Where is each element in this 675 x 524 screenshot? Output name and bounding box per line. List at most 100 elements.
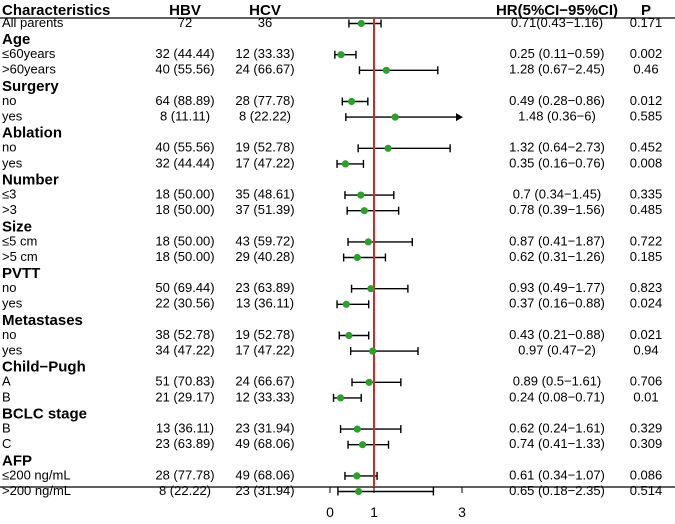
p-cell: 0.309 (630, 436, 663, 451)
hr-point (341, 160, 349, 168)
group-header-row: Age (2, 31, 30, 48)
table-row: ≤60years 32 (44.44) 12 (33.33) 0.25 (0.11−0… (2, 46, 662, 61)
p-cell: 0.086 (630, 467, 663, 482)
p-cell: 0.021 (630, 327, 663, 342)
header-hr: HR(5%CI−95%CI) (496, 2, 618, 19)
group-label: Number (2, 171, 59, 188)
p-cell: 0.485 (630, 202, 663, 217)
row-label: ≤5 cm (2, 233, 37, 248)
group-header-row: PVTT (2, 265, 40, 282)
hbv-cell: 23 (63.89) (155, 436, 214, 451)
hbv-cell: 34 (47.22) (155, 343, 214, 358)
hr-cell: 0.24 (0.08−0.71) (509, 389, 605, 404)
hbv-cell: 21 (29.17) (155, 389, 214, 404)
hr-point (336, 394, 345, 402)
hbv-cell: 18 (50.00) (155, 249, 214, 264)
p-cell: 0.185 (630, 249, 663, 264)
hr-cell: 0.49 (0.28−0.86) (509, 93, 605, 108)
table-row: yes 8 (11.11) 8 (22.22) 1.48 (0.36−6) 0.585 (2, 109, 662, 124)
hr-cell: 1.28 (0.67−2.45) (509, 62, 605, 77)
x-tick-label: 1 (370, 504, 378, 520)
p-cell: 0.329 (630, 421, 663, 436)
table-row: ≤200 ng/mL 28 (77.78) 49 (68.06) 0.61 (0.34… (2, 467, 662, 482)
point-estimates (336, 19, 399, 496)
hcv-cell: 36 (258, 15, 272, 30)
hbv-cell: 8 (22.22) (159, 483, 211, 498)
hr-cell: 0.74 (0.41−1.33) (509, 436, 605, 451)
row-label: no (2, 280, 16, 295)
group-label: Surgery (2, 78, 59, 95)
hr-cell: 0.37 (0.16−0.88) (509, 296, 605, 311)
hcv-cell: 23 (31.94) (235, 483, 294, 498)
table-row: no 38 (52.78) 19 (52.78) 0.43 (0.21−0.88) 0.… (2, 327, 662, 342)
hr-point (367, 285, 375, 293)
table-row: B 13 (36.11) 23 (31.94) 0.62 (0.24−1.61) 0.3… (2, 421, 662, 436)
row-label: yes (2, 109, 23, 124)
row-label: no (2, 327, 16, 342)
group-header-row: AFP (2, 452, 32, 469)
hr-cell: 1.48 (0.36−6) (518, 109, 596, 124)
group-label: AFP (2, 452, 32, 469)
hr-cell: 0.87 (0.41−1.87) (509, 233, 605, 248)
hr-point (345, 331, 353, 340)
hr-cell: 0.43 (0.21−0.88) (509, 327, 605, 342)
p-cell: 0.452 (630, 140, 663, 155)
row-label: B (2, 389, 11, 404)
table-row: yes 34 (47.22) 17 (47.22) 0.97 (0.47−2) 0.94 (2, 343, 659, 358)
group-header-row: Surgery (2, 78, 59, 95)
row-label: yes (2, 343, 23, 358)
group-label: Size (2, 218, 32, 235)
hr-point (353, 253, 361, 262)
p-cell: 0.012 (630, 93, 663, 108)
row-label: B (2, 421, 11, 436)
table-row: >5 cm 18 (50.00) 29 (40.28) 0.62 (0.31−1.26… (2, 249, 662, 264)
row-label: All parents (2, 15, 64, 30)
hbv-cell: 8 (11.11) (160, 109, 210, 124)
row-label: A (2, 374, 11, 389)
hcv-cell: 23 (31.94) (235, 421, 294, 436)
hr-cell: 1.32 (0.64−2.73) (509, 140, 605, 155)
row-label: ≤200 ng/mL (2, 467, 71, 482)
hr-point (347, 97, 356, 106)
group-header-row: Ablation (2, 125, 62, 142)
p-cell: 0.171 (630, 15, 663, 30)
hcv-cell: 35 (48.61) (235, 187, 294, 202)
p-cell: 0.01 (633, 389, 658, 404)
group-header-row: Child−Pugh (2, 359, 86, 376)
p-cell: 0.514 (630, 483, 663, 498)
group-header-row: Size (2, 218, 32, 235)
p-cell: 0.585 (630, 109, 663, 124)
hr-cell: 0.78 (0.39−1.56) (509, 202, 605, 217)
ci-arrow (456, 113, 463, 122)
p-cell: 0.002 (630, 46, 663, 61)
hr-cell: 0.97 (0.47−2) (518, 343, 596, 358)
header-row: Characteristics HBV HCV HR(5%CI−95%CI) P (2, 2, 651, 19)
table-row: C 23 (63.89) 49 (68.06) 0.74 (0.41−1.33) 0.3… (2, 436, 662, 451)
hr-point (364, 238, 372, 246)
table-row: no 64 (88.89) 28 (77.78) 0.49 (0.28−0.86) 0.… (2, 93, 662, 108)
p-cell: 0.335 (630, 187, 663, 202)
row-label: no (2, 140, 16, 155)
hbv-cell: 32 (44.44) (155, 155, 214, 170)
hr-point (360, 207, 368, 215)
hbv-cell: 18 (50.00) (155, 187, 214, 202)
header-p: P (641, 2, 651, 19)
hbv-cell: 64 (88.89) (155, 93, 214, 108)
row-label: >5 cm (2, 249, 38, 264)
hbv-cell: 40 (55.56) (155, 140, 214, 155)
hcv-cell: 12 (33.33) (235, 46, 294, 61)
hcv-cell: 28 (77.78) (235, 93, 294, 108)
row-label: yes (2, 296, 23, 311)
hr-cell: 0.7 (0.34−1.45) (513, 187, 602, 202)
hr-cell: 0.25 (0.11−0.59) (510, 46, 605, 61)
hbv-cell: 28 (77.78) (155, 467, 214, 482)
row-label: yes (2, 155, 23, 170)
group-label: BCLC stage (2, 405, 87, 422)
row-label: >60years (2, 62, 56, 77)
hcv-cell: 12 (33.33) (235, 389, 294, 404)
hr-point (357, 19, 365, 28)
hcv-cell: 8 (22.22) (239, 109, 291, 124)
hcv-cell: 19 (52.78) (235, 140, 294, 155)
hcv-cell: 23 (63.89) (235, 280, 294, 295)
